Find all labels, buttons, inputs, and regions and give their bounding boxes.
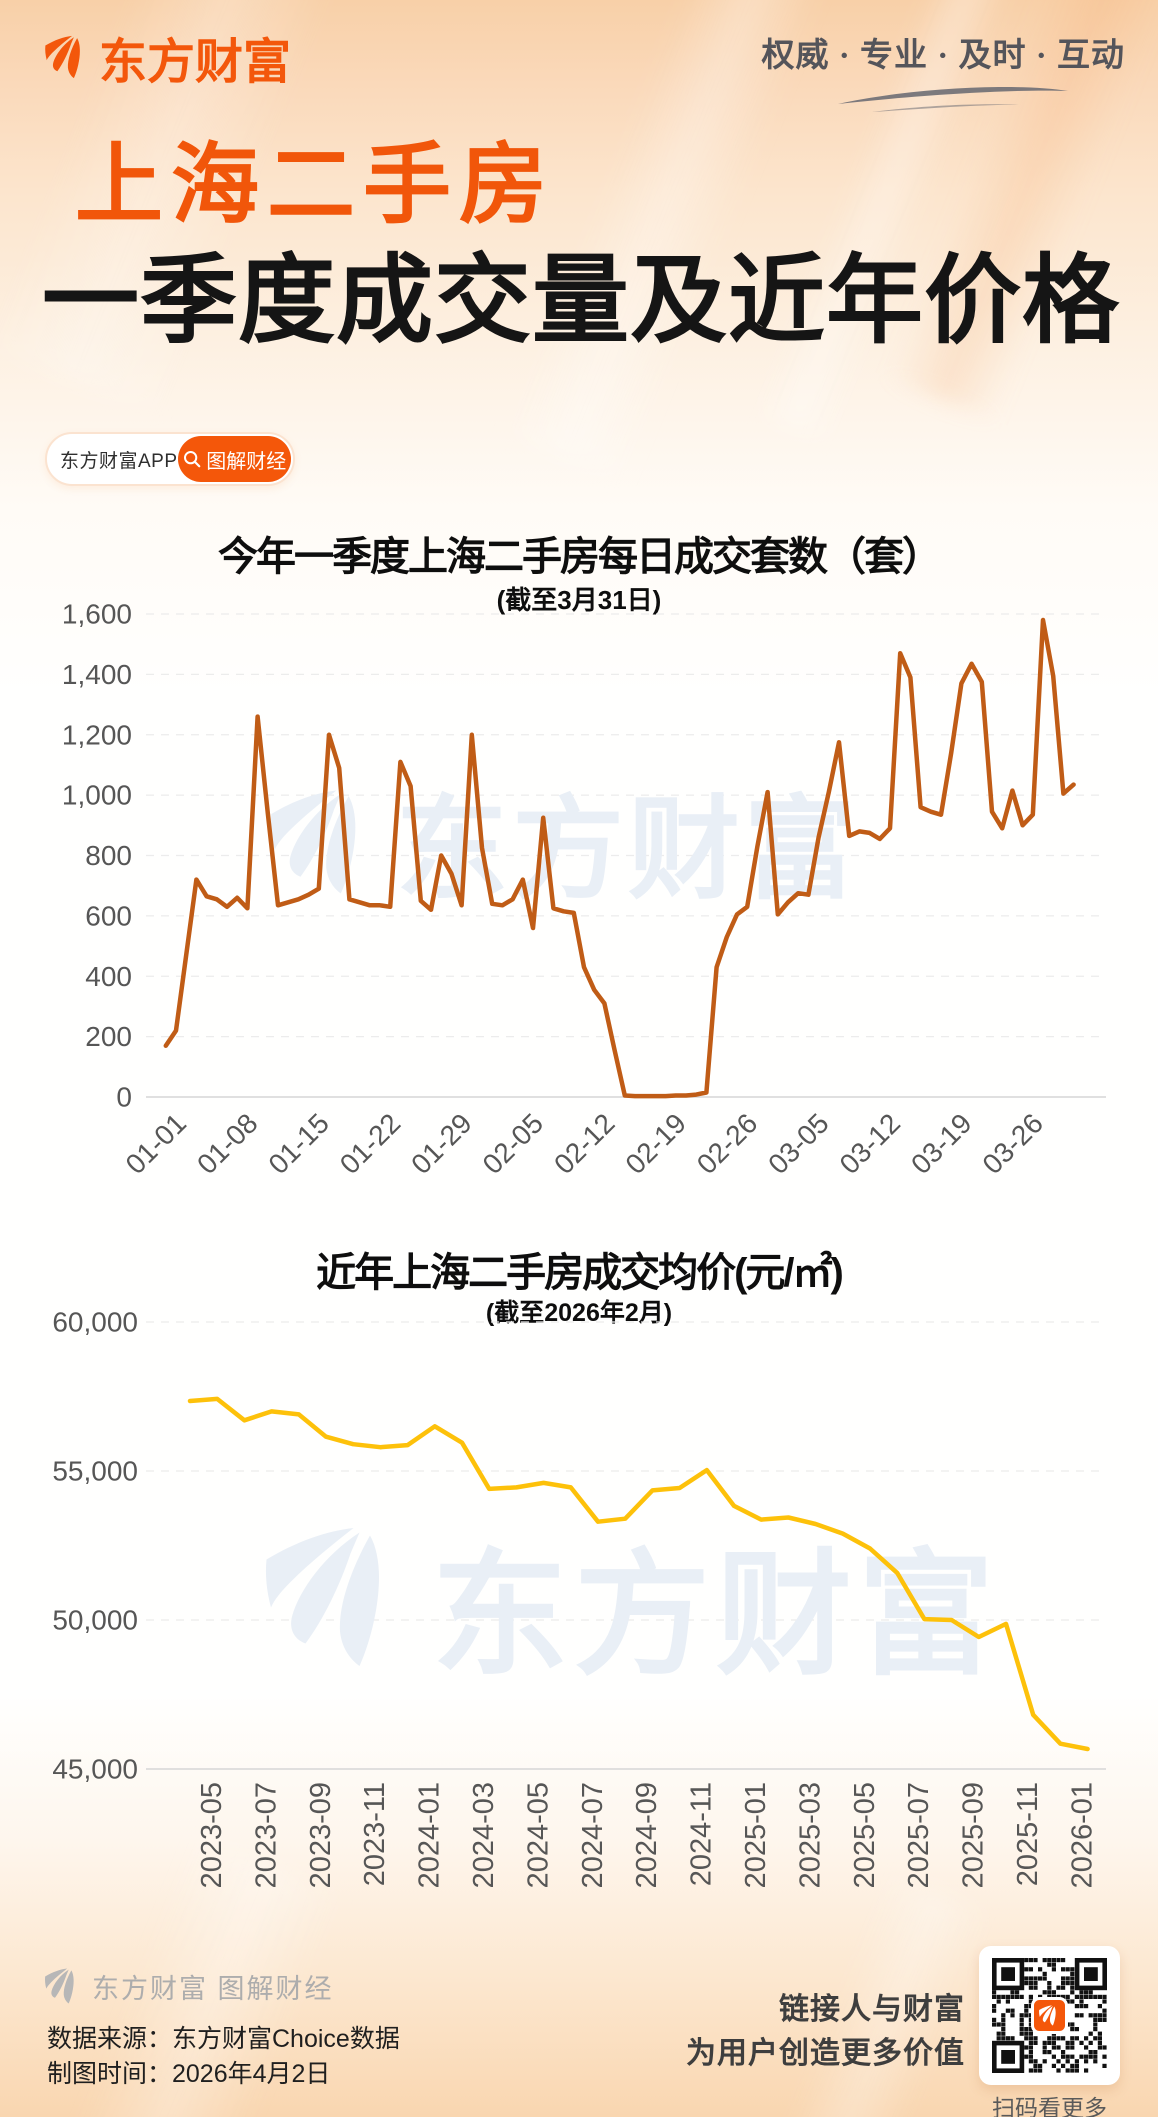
y-tick-label: 600	[85, 900, 132, 931]
y-tick-label: 1,600	[62, 600, 132, 630]
chart1-subtitle: (截至3月31日)	[496, 585, 662, 615]
x-tick-label: 02-19	[619, 1107, 692, 1180]
eastmoney-logo-icon	[45, 35, 80, 79]
app-badge-label[interactable]: 东方财富APP	[60, 450, 178, 472]
chart2-average-price-line-chart: 东方财富 45,000 50,000 55,000 60,000 2023-05 2023-…	[52, 1307, 1106, 1888]
x-tick-label: 03-05	[762, 1107, 835, 1180]
series-line	[163, 617, 1076, 1099]
x-tick-label: 2025-03	[794, 1782, 826, 1888]
app-badge-capsule[interactable]: 东方财富APP 图解财经	[45, 432, 295, 486]
footer-logo: 东方财富 图解财经	[44, 1966, 334, 2006]
svg-text:东方财富: 东方财富	[432, 1539, 1000, 1691]
qr-code-pattern	[992, 1958, 1107, 2073]
x-tick-label: 2024-03	[468, 1782, 500, 1888]
x-tick-label: 2023-11	[359, 1782, 391, 1886]
x-tick-label: 2023-07	[250, 1782, 282, 1888]
y-tick-label: 1,000	[62, 780, 132, 811]
x-tick-label: 2023-09	[305, 1782, 337, 1888]
x-tick-label: 02-12	[548, 1107, 621, 1180]
x-tick-label: 2024-05	[522, 1782, 554, 1888]
y-tick-label: 800	[85, 840, 132, 871]
x-tick-label: 01-15	[262, 1107, 335, 1180]
x-tick-label: 2025-11	[1012, 1782, 1044, 1886]
tagline-swoosh	[838, 87, 1068, 112]
watermark: 东方财富	[265, 1528, 1000, 1691]
x-tick-label: 2024-01	[414, 1782, 446, 1888]
x-tick-label: 01-29	[405, 1107, 478, 1180]
x-tick-label: 03-19	[905, 1107, 978, 1180]
chart1-daily-transactions-line-chart: 东方财富 0 200 400 600 800 1,000 1,200 1,400 1,600 01-…	[62, 600, 1106, 1180]
search-icon	[184, 451, 201, 468]
channel-badge-label: 图解财经	[206, 450, 287, 473]
x-tick-label: 2025-07	[903, 1782, 935, 1888]
x-tick-label: 2024-07	[577, 1782, 609, 1888]
x-tick-label: 2025-09	[958, 1782, 990, 1888]
data-source-note: 数据来源：东方财富Choice数据	[47, 2025, 400, 2053]
y-tick-label: 50,000	[52, 1605, 138, 1636]
eastmoney-logo-icon-gray	[44, 1968, 74, 2004]
brand-name: 东方财富	[99, 36, 292, 89]
channel-badge-button[interactable]: 图解财经	[177, 436, 291, 482]
y-tick-label: 55,000	[52, 1456, 138, 1487]
y-tick-label: 1,400	[62, 659, 132, 690]
brand-logo: 东方财富	[44, 22, 291, 92]
y-tick-label: 0	[116, 1082, 132, 1113]
svg-text:东方财富: 东方财富	[396, 787, 860, 912]
chart2-title: 近年上海二手房成交均价(元/㎡)	[316, 1251, 844, 1295]
chart-time-note: 制图时间：2026年4月2日	[47, 2060, 331, 2088]
x-tick-label: 01-01	[120, 1107, 193, 1180]
x-tick-label: 2025-05	[849, 1782, 881, 1888]
footer-slogan-line2: 为用户创造更多价值	[686, 2037, 965, 2070]
page-title-line2: 一季度成交量及近年价格	[42, 246, 1120, 355]
x-tick-label: 01-22	[334, 1107, 407, 1180]
x-tick-label: 02-26	[691, 1107, 764, 1180]
x-tick-label: 2024-11	[686, 1782, 718, 1886]
y-tick-label: 1,200	[62, 719, 132, 750]
series-line	[187, 1396, 1090, 1752]
x-tick-label: 2026-01	[1066, 1782, 1098, 1888]
qr-caption: 扫码看更多	[992, 2095, 1107, 2117]
x-tick-label: 03-26	[976, 1107, 1049, 1180]
y-tick-label: 400	[85, 961, 132, 992]
y-tick-label: 200	[85, 1021, 132, 1052]
x-tick-label: 02-05	[477, 1107, 550, 1180]
x-tick-label: 2024-09	[631, 1782, 663, 1888]
x-tick-label: 2023-05	[196, 1782, 228, 1888]
x-tick-label: 01-08	[191, 1107, 264, 1180]
chart1-title: 今年一季度上海二手房每日成交套数（套）	[218, 535, 942, 579]
footer-logo-text: 东方财富 图解财经	[92, 1973, 334, 2004]
footer-slogan-line1: 链接人与财富	[779, 1993, 965, 2026]
y-tick-label: 45,000	[52, 1754, 138, 1785]
brand-tagline: 权威 · 专业 · 及时 · 互动	[761, 38, 1125, 74]
y-tick-label: 60,000	[52, 1307, 138, 1338]
x-tick-label: 03-12	[834, 1107, 907, 1180]
x-tick-label: 2025-01	[740, 1782, 772, 1888]
page-title-line1: 上海二手房	[75, 135, 556, 234]
qr-code	[979, 1946, 1120, 2085]
